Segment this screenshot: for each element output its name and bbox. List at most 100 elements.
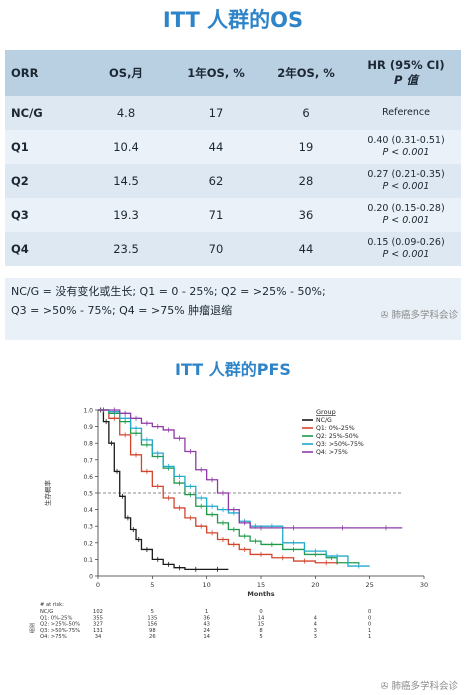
at-risk-count: 1: [368, 634, 371, 638]
y-tick-label: 0: [89, 574, 93, 581]
cell-hr: 0.15 (0.09-0.26) P < 0.001: [351, 232, 461, 266]
header-1yr-os: 1年OS, %: [171, 50, 261, 96]
cell-group: Q4: [11, 242, 29, 256]
cell-hr-value: 0.20 (0.15-0.28): [367, 203, 445, 214]
footnote: NC/G = 没有变化或生长; Q1 = 0 - 25%; Q2 = >25% …: [5, 278, 461, 340]
table-row: NC/G 4.8 17 6 Reference: [5, 96, 461, 130]
at-risk-count: 14: [258, 615, 265, 621]
y-tick-label: 0.1: [83, 557, 93, 564]
at-risk-count: 15: [258, 622, 265, 628]
cell-hr: Reference: [351, 96, 461, 130]
header-orr: ORR: [5, 50, 81, 96]
watermark-text: 肺癌多学科会诊: [391, 310, 458, 321]
pfs-km-chart: 00.10.20.30.40.50.60.70.80.91.00 5 10 15 20 2…: [28, 407, 428, 638]
at-risk-count: 8: [259, 628, 262, 634]
cell-group: Q1: [11, 140, 29, 154]
cell-1yr: 62: [208, 174, 224, 188]
cell-hr-value: Reference: [382, 107, 430, 118]
cell-hr: 0.40 (0.31-0.51) P < 0.001: [351, 130, 461, 164]
y-tick-label: 1.0: [83, 408, 93, 415]
y-tick-label: 0.3: [83, 524, 93, 531]
legend-entry: NC/G: [316, 417, 332, 424]
at-risk-count: 4: [314, 615, 318, 621]
y-tick-label: 0.9: [83, 424, 93, 431]
cell-p-value: P < 0.001: [382, 147, 430, 158]
cell-p-value: P < 0.001: [382, 249, 430, 260]
pfs-title: ITT 人群的PFS: [175, 360, 291, 379]
series-line-4: [98, 409, 403, 529]
at-risk-count: 0: [368, 609, 371, 615]
cell-2yr: 19: [298, 140, 314, 154]
cell-hr-value: 0.15 (0.09-0.26): [367, 237, 445, 248]
x-axis-label: Months: [247, 590, 274, 598]
at-risk-row-label: Q2: >25%-50%: [40, 622, 80, 628]
os-table: ORR OS,月 1年OS, % 2年OS, % HR (95% CI) P 值…: [5, 50, 461, 266]
at-risk-row-label: NC/G: [40, 609, 53, 615]
at-risk-side-label: 组别: [28, 623, 36, 633]
y-axis-label: 生存概率: [43, 480, 52, 507]
cell-2yr: 28: [298, 174, 314, 188]
table-header-row: ORR OS,月 1年OS, % 2年OS, % HR (95% CI) P 值: [5, 50, 461, 96]
at-risk-count: 14: [203, 634, 210, 638]
at-risk-count: 355: [93, 615, 103, 621]
at-risk-count: 131: [93, 628, 103, 634]
legend-entry: Q3: >50%-75%: [316, 441, 364, 448]
cell-hr-value: 0.27 (0.21-0.35): [367, 169, 445, 180]
at-risk-count: 102: [93, 609, 103, 615]
watermark-text: 肺癌多学科会诊: [391, 681, 458, 692]
legend-entry: Q2: 25%-50%: [316, 433, 359, 440]
table-row: Q2 14.5 62 28 0.27 (0.21-0.35) P < 0.001: [5, 164, 461, 198]
x-tick-label: 30: [420, 581, 428, 589]
x-tick-label: 5: [150, 581, 154, 589]
cell-1yr: 71: [208, 208, 224, 222]
at-risk-row-label: Q1: 0%-25%: [40, 615, 72, 621]
x-tick-label: 0: [96, 581, 100, 589]
at-risk-count: 135: [147, 615, 157, 621]
header-os-months: OS,月: [81, 50, 171, 96]
at-risk-count: 4: [314, 622, 318, 628]
cell-1yr: 44: [208, 140, 224, 154]
at-risk-count: 26: [149, 634, 156, 638]
footnote-line-1: NC/G = 没有变化或生长; Q1 = 0 - 25%; Q2 = >25% …: [11, 285, 326, 298]
header-p-label: P 值: [394, 73, 418, 87]
footnote-line-2: Q3 = >50% - 75%; Q4 = >75% 肿瘤退缩: [11, 304, 233, 317]
legend-entry: Q1: 0%-25%: [316, 425, 355, 432]
table-row: Q4 23.5 70 44 0.15 (0.09-0.26) P < 0.001: [5, 232, 461, 266]
y-tick-label: 0.6: [83, 474, 93, 481]
header-2yr-os: 2年OS, %: [261, 50, 351, 96]
x-tick-label: 15: [257, 581, 265, 589]
header-hr-label: HR (95% CI): [367, 58, 445, 72]
series-line-3: [98, 409, 370, 567]
at-risk-row-label: Q4: >75%: [40, 634, 67, 638]
at-risk-count: 43: [203, 622, 210, 628]
at-risk-count: 1: [205, 609, 208, 615]
os-title: ITT 人群的OS: [162, 8, 304, 32]
table-row: Q3 19.3 71 36 0.20 (0.15-0.28) P < 0.001: [5, 198, 461, 232]
cell-os: 10.4: [113, 140, 139, 154]
cell-hr-value: 0.40 (0.31-0.51): [367, 135, 445, 146]
table-row: Q1 10.4 44 19 0.40 (0.31-0.51) P < 0.001: [5, 130, 461, 164]
cell-p-value: P < 0.001: [382, 181, 430, 192]
at-risk-row-label: Q3: >50%-75%: [40, 628, 80, 634]
at-risk-count: 24: [203, 628, 210, 634]
cell-2yr: 36: [298, 208, 314, 222]
series-line-1: [98, 409, 338, 565]
y-tick-label: 0.2: [83, 540, 93, 547]
at-risk-count: 5: [259, 634, 262, 638]
at-risk-count: 0: [259, 609, 262, 615]
legend-entry: Q4: >75%: [316, 449, 348, 456]
y-tick-label: 0.7: [83, 457, 93, 464]
y-tick-label: 0.4: [83, 507, 93, 514]
at-risk-count: 5: [151, 609, 154, 615]
cell-group: NC/G: [11, 106, 43, 120]
at-risk-title: # at risk:: [40, 602, 64, 608]
at-risk-count: 0: [368, 615, 371, 621]
at-risk-count: 3: [314, 634, 317, 638]
at-risk-count: 156: [147, 622, 157, 628]
x-tick-label: 10: [203, 581, 211, 589]
cell-os: 14.5: [113, 174, 139, 188]
x-tick-label: 20: [311, 581, 319, 589]
watermark-bottom: ✇ 肺癌多学科会诊: [380, 681, 459, 692]
at-risk-count: 0: [368, 622, 371, 628]
at-risk-count: 34: [95, 634, 102, 638]
